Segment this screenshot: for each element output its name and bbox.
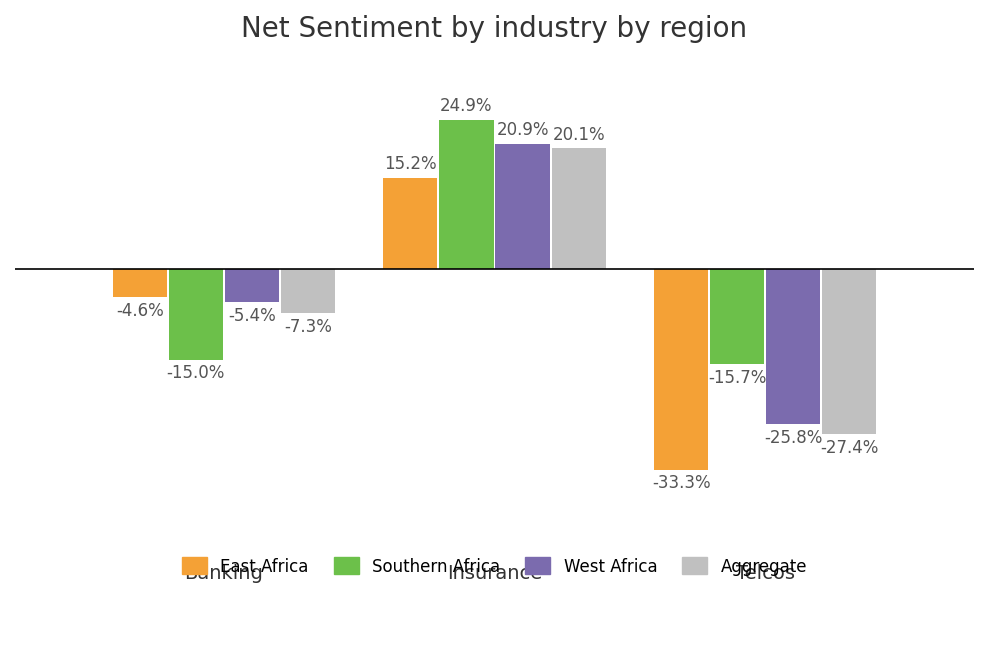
Bar <box>281 269 335 313</box>
Bar <box>225 269 279 302</box>
Text: 20.1%: 20.1% <box>552 125 605 143</box>
Bar <box>766 269 820 424</box>
Text: -27.4%: -27.4% <box>820 439 878 457</box>
Bar <box>439 119 494 269</box>
Bar <box>822 269 876 434</box>
Text: -15.7%: -15.7% <box>708 369 766 387</box>
Text: -7.3%: -7.3% <box>284 318 332 336</box>
Bar <box>113 269 167 297</box>
Bar <box>654 269 708 470</box>
Title: Net Sentiment by industry by region: Net Sentiment by industry by region <box>241 15 748 43</box>
Text: -25.8%: -25.8% <box>764 429 823 447</box>
Bar <box>552 149 605 269</box>
Text: -5.4%: -5.4% <box>228 306 276 324</box>
Legend: East Africa, Southern Africa, West Africa, Aggregate: East Africa, Southern Africa, West Afric… <box>175 551 814 582</box>
Bar <box>384 178 437 269</box>
Bar <box>710 269 764 363</box>
Bar <box>495 143 550 269</box>
Text: -4.6%: -4.6% <box>116 302 163 320</box>
Text: 15.2%: 15.2% <box>384 155 437 173</box>
Text: 24.9%: 24.9% <box>440 97 493 115</box>
Text: -15.0%: -15.0% <box>166 364 225 382</box>
Bar <box>169 269 223 360</box>
Text: -33.3%: -33.3% <box>652 474 710 493</box>
Text: 20.9%: 20.9% <box>496 121 549 139</box>
